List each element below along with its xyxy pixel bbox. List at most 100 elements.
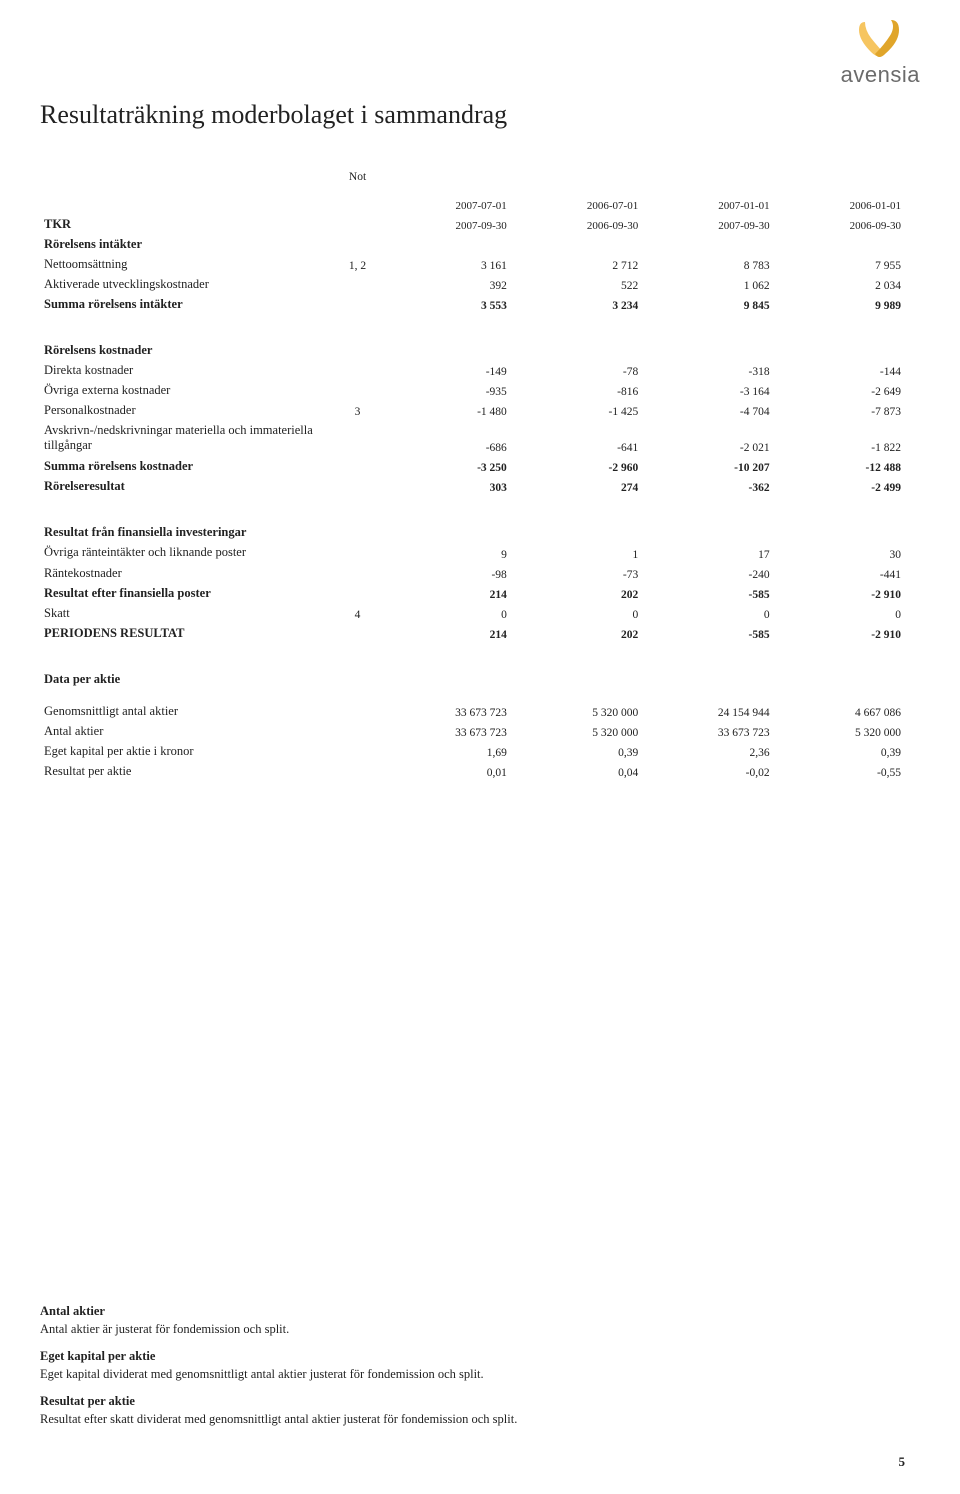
row-value: 1: [511, 543, 642, 564]
row-value: 5 320 000: [511, 702, 642, 722]
table-row: Personalkostnader 3 -1 480 -1 425 -4 704…: [40, 400, 905, 420]
period-end-row: TKR 2007-09-30 2006-09-30 2007-09-30 200…: [40, 214, 905, 234]
table-row-sum: PERIODENS RESULTAT 214 202 -585 -2 910: [40, 624, 905, 644]
row-note: [336, 456, 380, 476]
row-value: -78: [511, 360, 642, 380]
row-note: [336, 420, 380, 456]
row-value: -935: [379, 380, 510, 400]
row-label: Rörelseresultat: [40, 476, 336, 496]
row-value: 2 712: [511, 254, 642, 274]
row-value: 4 667 086: [774, 702, 905, 722]
row-label: Antal aktier: [40, 722, 336, 742]
row-value: 9: [379, 543, 510, 564]
section-header: Rörelsens kostnader: [40, 340, 336, 360]
row-label: Summa rörelsens kostnader: [40, 456, 336, 476]
row-value: -0,55: [774, 762, 905, 782]
row-label: Övriga externa kostnader: [40, 380, 336, 400]
row-note: 4: [336, 604, 380, 624]
table-row: Antal aktier 33 673 723 5 320 000 33 673…: [40, 722, 905, 742]
table-row-sum: Resultat efter finansiella poster 214 20…: [40, 584, 905, 604]
row-value: -2 910: [774, 584, 905, 604]
row-value: -2 910: [774, 624, 905, 644]
row-value: 202: [511, 584, 642, 604]
section-header: Data per aktie: [40, 670, 336, 690]
row-note: 3: [336, 400, 380, 420]
row-value: 17: [642, 543, 773, 564]
row-value: 0,39: [511, 742, 642, 762]
row-value: -240: [642, 564, 773, 584]
row-value: -441: [774, 564, 905, 584]
period-end: 2006-09-30: [511, 214, 642, 234]
period-start: 2006-07-01: [511, 197, 642, 214]
row-note: [336, 564, 380, 584]
row-value: 1 062: [642, 274, 773, 294]
row-value: 3 553: [379, 294, 510, 314]
footnote-body: Antal aktier är justerat för fondemissio…: [40, 1321, 905, 1339]
row-value: 7 955: [774, 254, 905, 274]
footnote: Antal aktier Antal aktier är justerat fö…: [40, 1303, 905, 1338]
company-logo: avensia: [841, 18, 920, 88]
row-label: Resultat efter finansiella poster: [40, 584, 336, 604]
row-label: Övriga ränteintäkter och liknande poster: [40, 543, 336, 564]
row-value: -10 207: [642, 456, 773, 476]
row-note: [336, 476, 380, 496]
footnote-body: Eget kapital dividerat med genomsnittlig…: [40, 1366, 905, 1384]
row-label: Personalkostnader: [40, 400, 336, 420]
footnote-title: Resultat per aktie: [40, 1393, 905, 1411]
row-value: 8 783: [642, 254, 773, 274]
row-note: [336, 543, 380, 564]
row-label: PERIODENS RESULTAT: [40, 624, 336, 644]
row-value: -3 164: [642, 380, 773, 400]
row-value: 303: [379, 476, 510, 496]
table-row: Resultat per aktie 0,01 0,04 -0,02 -0,55: [40, 762, 905, 782]
row-note: [336, 762, 380, 782]
row-label: Resultat per aktie: [40, 762, 336, 782]
row-value: -4 704: [642, 400, 773, 420]
row-value: -816: [511, 380, 642, 400]
footnote: Resultat per aktie Resultat efter skatt …: [40, 1393, 905, 1428]
row-value: 5 320 000: [774, 722, 905, 742]
row-note: [336, 702, 380, 722]
row-note: [336, 360, 380, 380]
row-value: -3 250: [379, 456, 510, 476]
period-end: 2007-09-30: [379, 214, 510, 234]
row-value: -149: [379, 360, 510, 380]
row-note: 1, 2: [336, 254, 380, 274]
row-value: -362: [642, 476, 773, 496]
row-value: 522: [511, 274, 642, 294]
row-value: 2 034: [774, 274, 905, 294]
row-value: -2 649: [774, 380, 905, 400]
table-row-sum: Rörelseresultat 303 274 -362 -2 499: [40, 476, 905, 496]
row-value: -7 873: [774, 400, 905, 420]
footnote-body: Resultat efter skatt dividerat med genom…: [40, 1411, 905, 1429]
row-value: -144: [774, 360, 905, 380]
table-row: Direkta kostnader -149 -78 -318 -144: [40, 360, 905, 380]
row-value: -585: [642, 584, 773, 604]
row-label: Räntekostnader: [40, 564, 336, 584]
row-value: 0,39: [774, 742, 905, 762]
row-value: -585: [642, 624, 773, 644]
row-value: 0,04: [511, 762, 642, 782]
row-value: 2,36: [642, 742, 773, 762]
row-value: 33 673 723: [379, 702, 510, 722]
row-value: -2 021: [642, 420, 773, 456]
row-value: -686: [379, 420, 510, 456]
row-value: -12 488: [774, 456, 905, 476]
row-note: [336, 584, 380, 604]
row-note: [336, 624, 380, 644]
row-value: -73: [511, 564, 642, 584]
row-note: [336, 722, 380, 742]
note-header-row: Not: [40, 168, 905, 185]
period-end: 2007-09-30: [642, 214, 773, 234]
row-value: 3 234: [511, 294, 642, 314]
row-value: -318: [642, 360, 773, 380]
table-row-sum: Summa rörelsens intäkter 3 553 3 234 9 8…: [40, 294, 905, 314]
period-start: 2007-01-01: [642, 197, 773, 214]
row-value: 214: [379, 584, 510, 604]
tkr-label: TKR: [40, 214, 336, 234]
row-value: -98: [379, 564, 510, 584]
row-note: [336, 742, 380, 762]
page-title: Resultaträkning moderbolaget i sammandra…: [40, 100, 905, 130]
row-value: 24 154 944: [642, 702, 773, 722]
row-label: Aktiverade utvecklingskostnader: [40, 274, 336, 294]
